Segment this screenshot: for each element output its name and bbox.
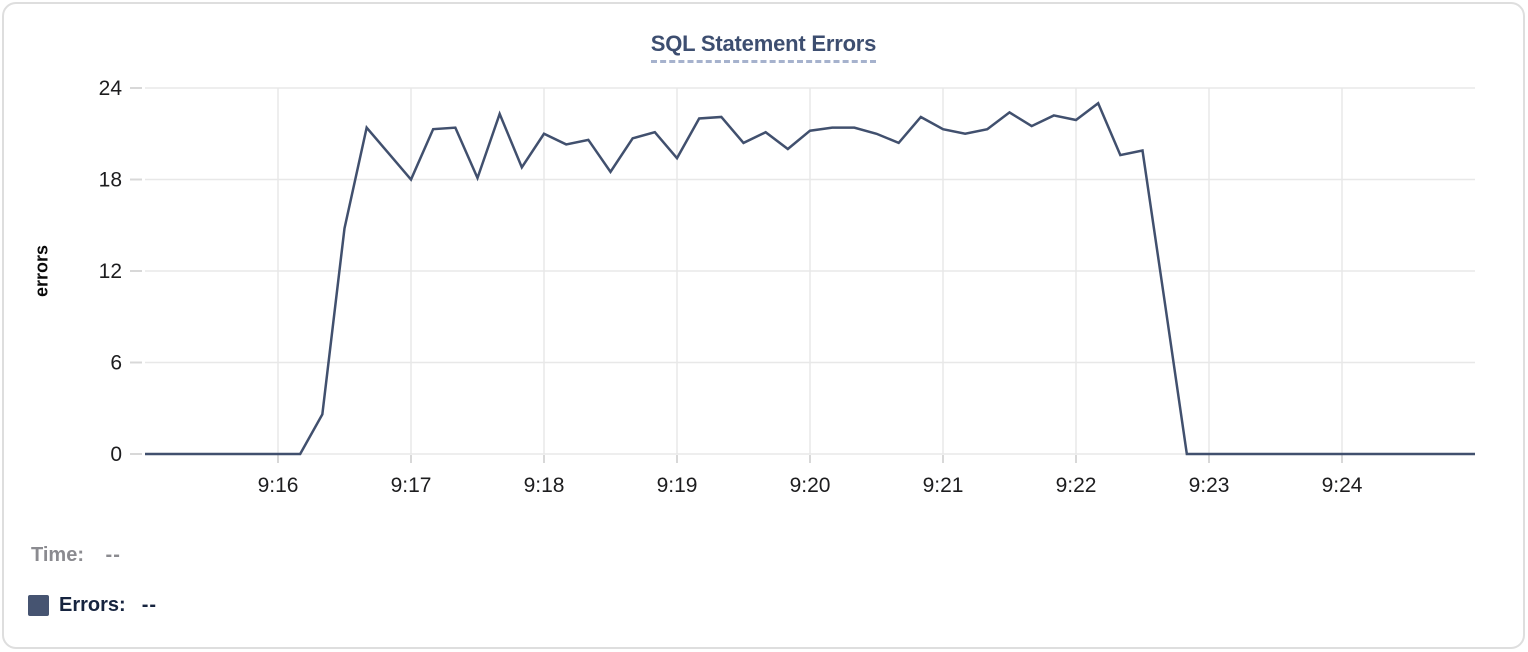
errors-label: Errors: [59,594,126,616]
y-tick-label: 24 [99,77,123,100]
x-tick-label: 9:21 [923,474,964,497]
sql-errors-line-chart[interactable]: 0 6 12 18 24 9:16 9:17 9:18 9:19 9:20 9:21 9:22 9:23… [4,4,1528,509]
x-tick-label: 9:20 [790,474,831,497]
errors-legend-swatch-icon [28,595,49,616]
x-tick-label: 9:22 [1056,474,1097,497]
chart-title[interactable]: SQL Statement Errors [650,31,876,63]
x-tick-label: 9:17 [391,474,432,497]
errors-value: -- [141,594,158,616]
x-tick-label: 9:23 [1189,474,1230,497]
x-tick-label: 9:16 [258,474,299,497]
y-tick-label: 12 [99,260,122,283]
time-value: -- [105,544,121,566]
errors-series-line[interactable] [145,101,1475,456]
x-tick-label: 9:24 [1322,474,1363,497]
time-label: Time: [31,544,84,566]
y-tick-label: 18 [99,169,122,192]
y-tick-label: 0 [110,443,122,466]
hover-readout-errors: Errors: -- [28,594,157,617]
y-tick-label: 6 [110,352,122,375]
hover-readout-time: Time: -- [31,544,121,567]
x-tick-label: 9:18 [524,474,565,497]
x-tick-label: 9:19 [657,474,698,497]
chart-header: SQL Statement Errors [4,31,1523,63]
